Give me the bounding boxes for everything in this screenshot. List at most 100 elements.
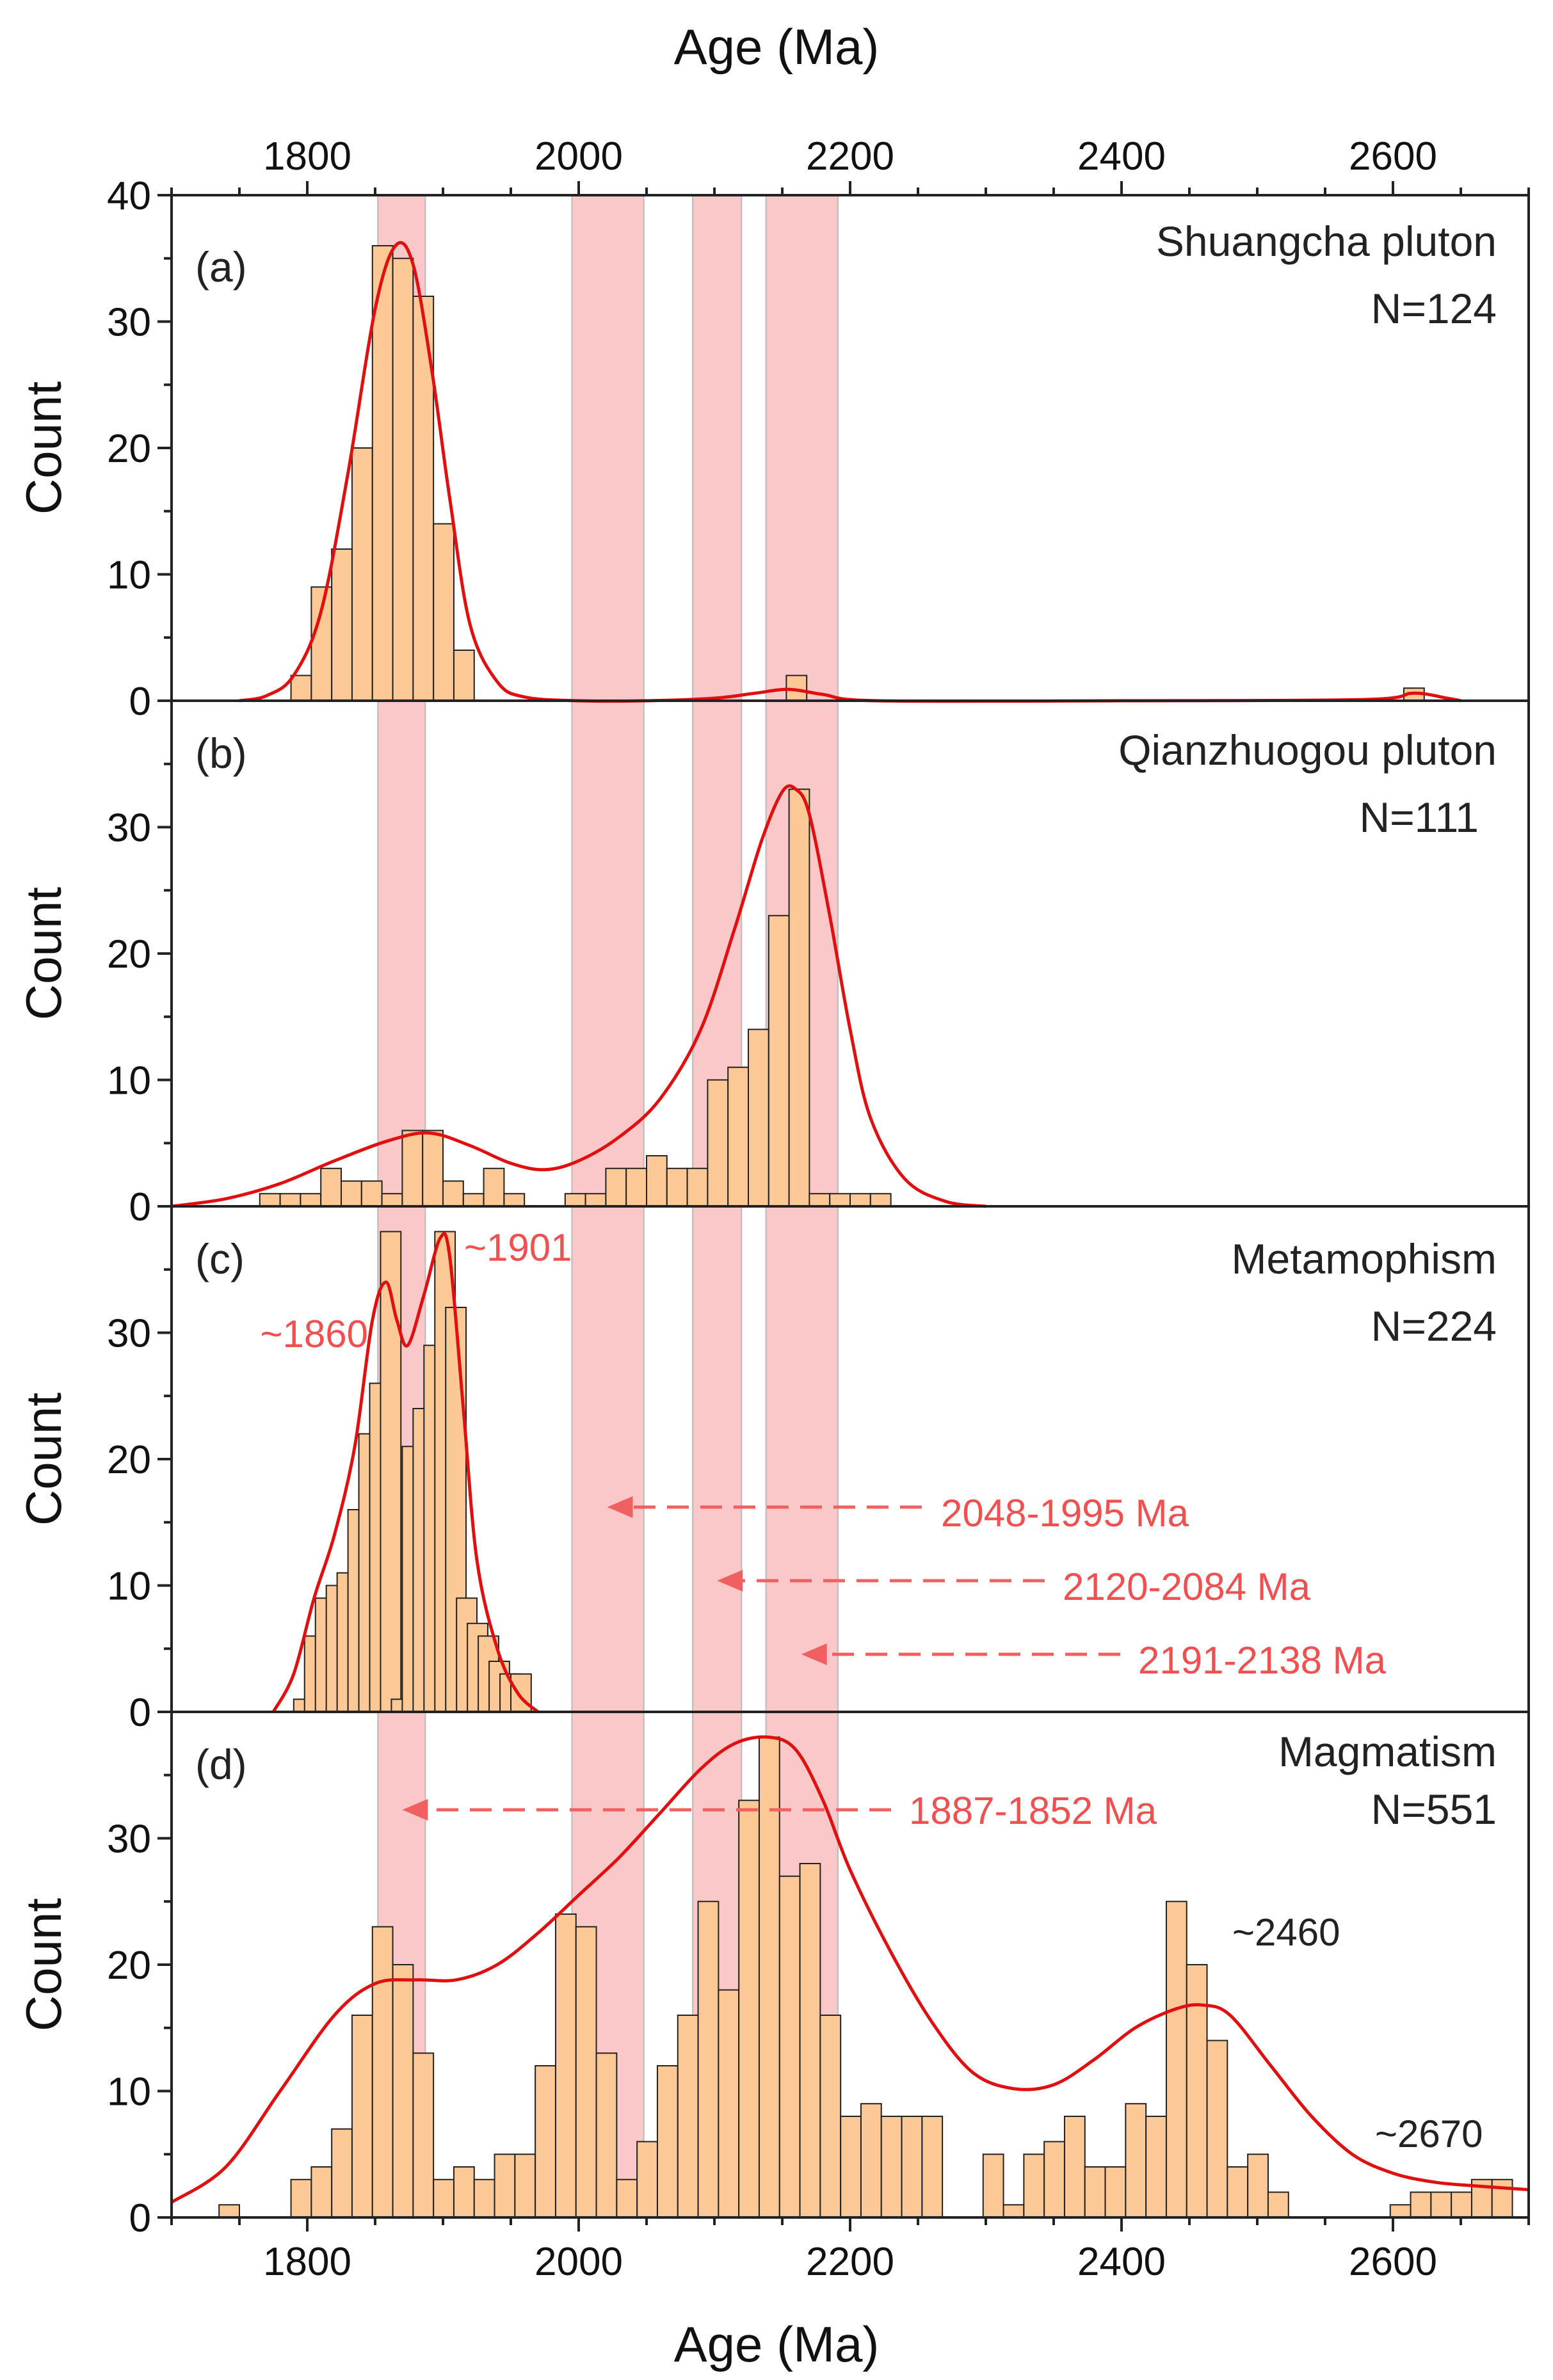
histogram-bar: [380, 1231, 402, 1713]
histogram-bar: [535, 2065, 556, 2218]
y-tick-label: 20: [107, 932, 151, 977]
histogram-bar: [351, 2015, 373, 2218]
histogram-bar: [320, 1167, 342, 1207]
histogram-bar: [778, 1875, 801, 2218]
x-tick-label-bottom: 2600: [1349, 2240, 1437, 2284]
panel-n-c: N=224: [1371, 1302, 1497, 1350]
y-tick-label: 30: [107, 806, 151, 851]
histogram-bar: [819, 2015, 842, 2218]
annotation-peak-2460: ~2460: [1232, 1911, 1340, 1954]
histogram-bar: [901, 2116, 923, 2218]
panel-label-c: (c): [195, 1235, 245, 1282]
histogram-bar: [503, 1193, 526, 1207]
panel-label-d: (d): [195, 1741, 247, 1788]
histogram-bar: [718, 1989, 740, 2218]
histogram-bar: [341, 1180, 362, 1207]
histogram-bar: [401, 1130, 424, 1207]
histogram-bar: [656, 2065, 679, 2218]
x-tick-label-top: 2200: [806, 134, 894, 179]
histogram-bar: [331, 548, 353, 701]
kde-curve: [171, 784, 986, 1208]
histogram-bar: [310, 2166, 333, 2218]
panel-label-b: (b): [195, 730, 247, 777]
histogram-bar: [869, 1193, 892, 1207]
histogram-bar: [1186, 1964, 1208, 2218]
x-axis-title-top: Age (Ma): [674, 19, 880, 75]
histogram-bar: [686, 1167, 709, 1207]
histogram-bar: [788, 788, 810, 1207]
x-tick-label-top: 2400: [1077, 134, 1166, 179]
histogram-bar: [707, 1079, 729, 1207]
panel-title-c: Metamophism: [1232, 1235, 1497, 1282]
y-tick-label: 30: [107, 1312, 151, 1356]
histogram-bar: [595, 2052, 618, 2218]
y-tick-label: 10: [107, 1565, 151, 1609]
histogram-bar: [1145, 2116, 1167, 2218]
histogram-bar: [453, 650, 475, 701]
x-axis-title-bottom: Age (Ma): [674, 2316, 880, 2372]
histogram-bar: [727, 1066, 749, 1207]
x-tick-label-bottom: 2400: [1077, 2240, 1166, 2284]
histogram-bar: [392, 1964, 414, 2218]
histogram-bar: [564, 1193, 586, 1207]
y-tick-label: 30: [107, 1817, 151, 1862]
histogram-bar: [381, 1193, 403, 1207]
annotation-arrow-head: [717, 1570, 743, 1592]
histogram-bar: [829, 1193, 851, 1207]
annotation-arrow-head: [607, 1496, 633, 1518]
histogram-bar: [433, 2178, 455, 2218]
histogram-bar: [616, 2178, 638, 2218]
histogram-bar: [1389, 2204, 1412, 2218]
histogram-bar: [433, 523, 455, 701]
histogram-bar: [666, 1167, 688, 1207]
panel-n-d: N=551: [1371, 1785, 1497, 1833]
y-tick-label: 0: [129, 1691, 151, 1735]
histogram-bar: [860, 2103, 882, 2218]
axis-tick-labels: 1800180020002000220022002400240026002600…: [107, 134, 1437, 2284]
annotation-range-1887-1852: 1887-1852 Ma: [909, 1789, 1157, 1832]
y-axis-title-d: Count: [15, 1898, 72, 2031]
histogram-bar: [351, 447, 373, 701]
histogram-bar: [453, 2166, 475, 2218]
histogram-bar: [422, 1130, 444, 1207]
histogram-bar: [677, 2015, 699, 2218]
histogram-bar: [1043, 2141, 1065, 2218]
histogram-bar: [290, 2178, 312, 2218]
histogram-bar: [636, 2141, 658, 2218]
annotation-arrows: [402, 1496, 1120, 1821]
annotation-arrow-head: [801, 1643, 827, 1665]
histogram-bar: [646, 1155, 668, 1207]
histogram-bar: [331, 2128, 353, 2218]
histogram-bar: [300, 1193, 322, 1207]
histogram-bar: [575, 1926, 597, 2218]
histogram-bar: [840, 2116, 862, 2218]
annotation-range-2120-2084: 2120-2084 Ma: [1063, 1565, 1311, 1608]
x-tick-label-bottom: 2000: [535, 2240, 623, 2284]
panel-n-b: N=111: [1359, 794, 1479, 841]
annotation-peak-1901: ~1901: [464, 1226, 572, 1269]
x-tick-label-top: 2000: [535, 134, 623, 179]
annotation-range-2191-2138: 2191-2138 Ma: [1138, 1639, 1387, 1682]
histogram-bar: [442, 1180, 464, 1207]
histogram-bar: [554, 1913, 577, 2218]
y-tick-label: 0: [129, 680, 151, 724]
y-tick-label: 0: [129, 1185, 151, 1229]
histogram-bar: [1451, 2191, 1472, 2218]
histogram-bar: [412, 2052, 435, 2218]
histogram-bar: [1125, 2103, 1147, 2218]
histogram-bar: [259, 1193, 281, 1207]
histogram-bar: [494, 2153, 516, 2218]
histogram-bar: [1227, 2166, 1249, 2218]
y-tick-label: 20: [107, 1438, 151, 1482]
axis-ticks: [157, 181, 1530, 2232]
kde-curve: [271, 1232, 540, 1713]
histogram-bar: [1002, 2204, 1025, 2218]
y-tick-label: 40: [107, 174, 151, 218]
x-tick-label-top: 1800: [263, 134, 351, 179]
annotation-peak-2670: ~2670: [1375, 2112, 1483, 2155]
histogram-bar: [514, 2153, 536, 2218]
histogram-bar: [880, 2116, 903, 2218]
histogram-bar: [799, 1863, 821, 2218]
histogram-bar: [1491, 2178, 1513, 2218]
